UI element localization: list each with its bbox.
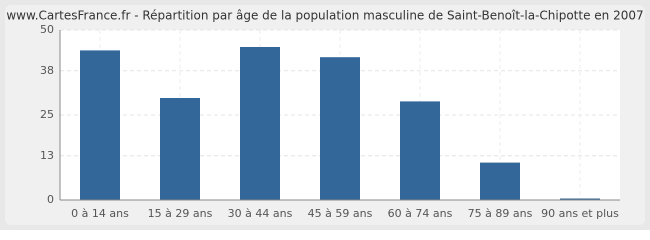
x-tick-label: 75 à 89 ans	[468, 207, 533, 220]
y-tick-label: 13	[40, 149, 54, 162]
y-tick-label: 38	[40, 64, 54, 77]
bar	[320, 57, 360, 201]
x-tick-label: 60 à 74 ans	[388, 207, 453, 220]
x-tick-label: 90 ans et plus	[541, 207, 619, 220]
chart: www.CartesFrance.fr - Répartition par âg…	[0, 0, 650, 230]
x-tick-label: 0 à 14 ans	[71, 207, 129, 220]
bar	[560, 198, 600, 200]
bar	[160, 98, 200, 200]
x-tick-label: 45 à 59 ans	[308, 207, 373, 220]
bar	[80, 50, 120, 201]
y-tick-label: 50	[40, 23, 54, 36]
page: www.CartesFrance.fr - Répartition par âg…	[0, 0, 650, 230]
y-tick-label: 0	[47, 193, 54, 206]
bar	[480, 162, 520, 200]
chart-title: www.CartesFrance.fr - Répartition par âg…	[6, 9, 643, 23]
bar	[240, 47, 280, 200]
y-tick-label: 25	[40, 108, 54, 121]
x-tick-label: 30 à 44 ans	[228, 207, 293, 220]
x-tick-label: 15 à 29 ans	[148, 207, 213, 220]
bar	[400, 101, 440, 200]
